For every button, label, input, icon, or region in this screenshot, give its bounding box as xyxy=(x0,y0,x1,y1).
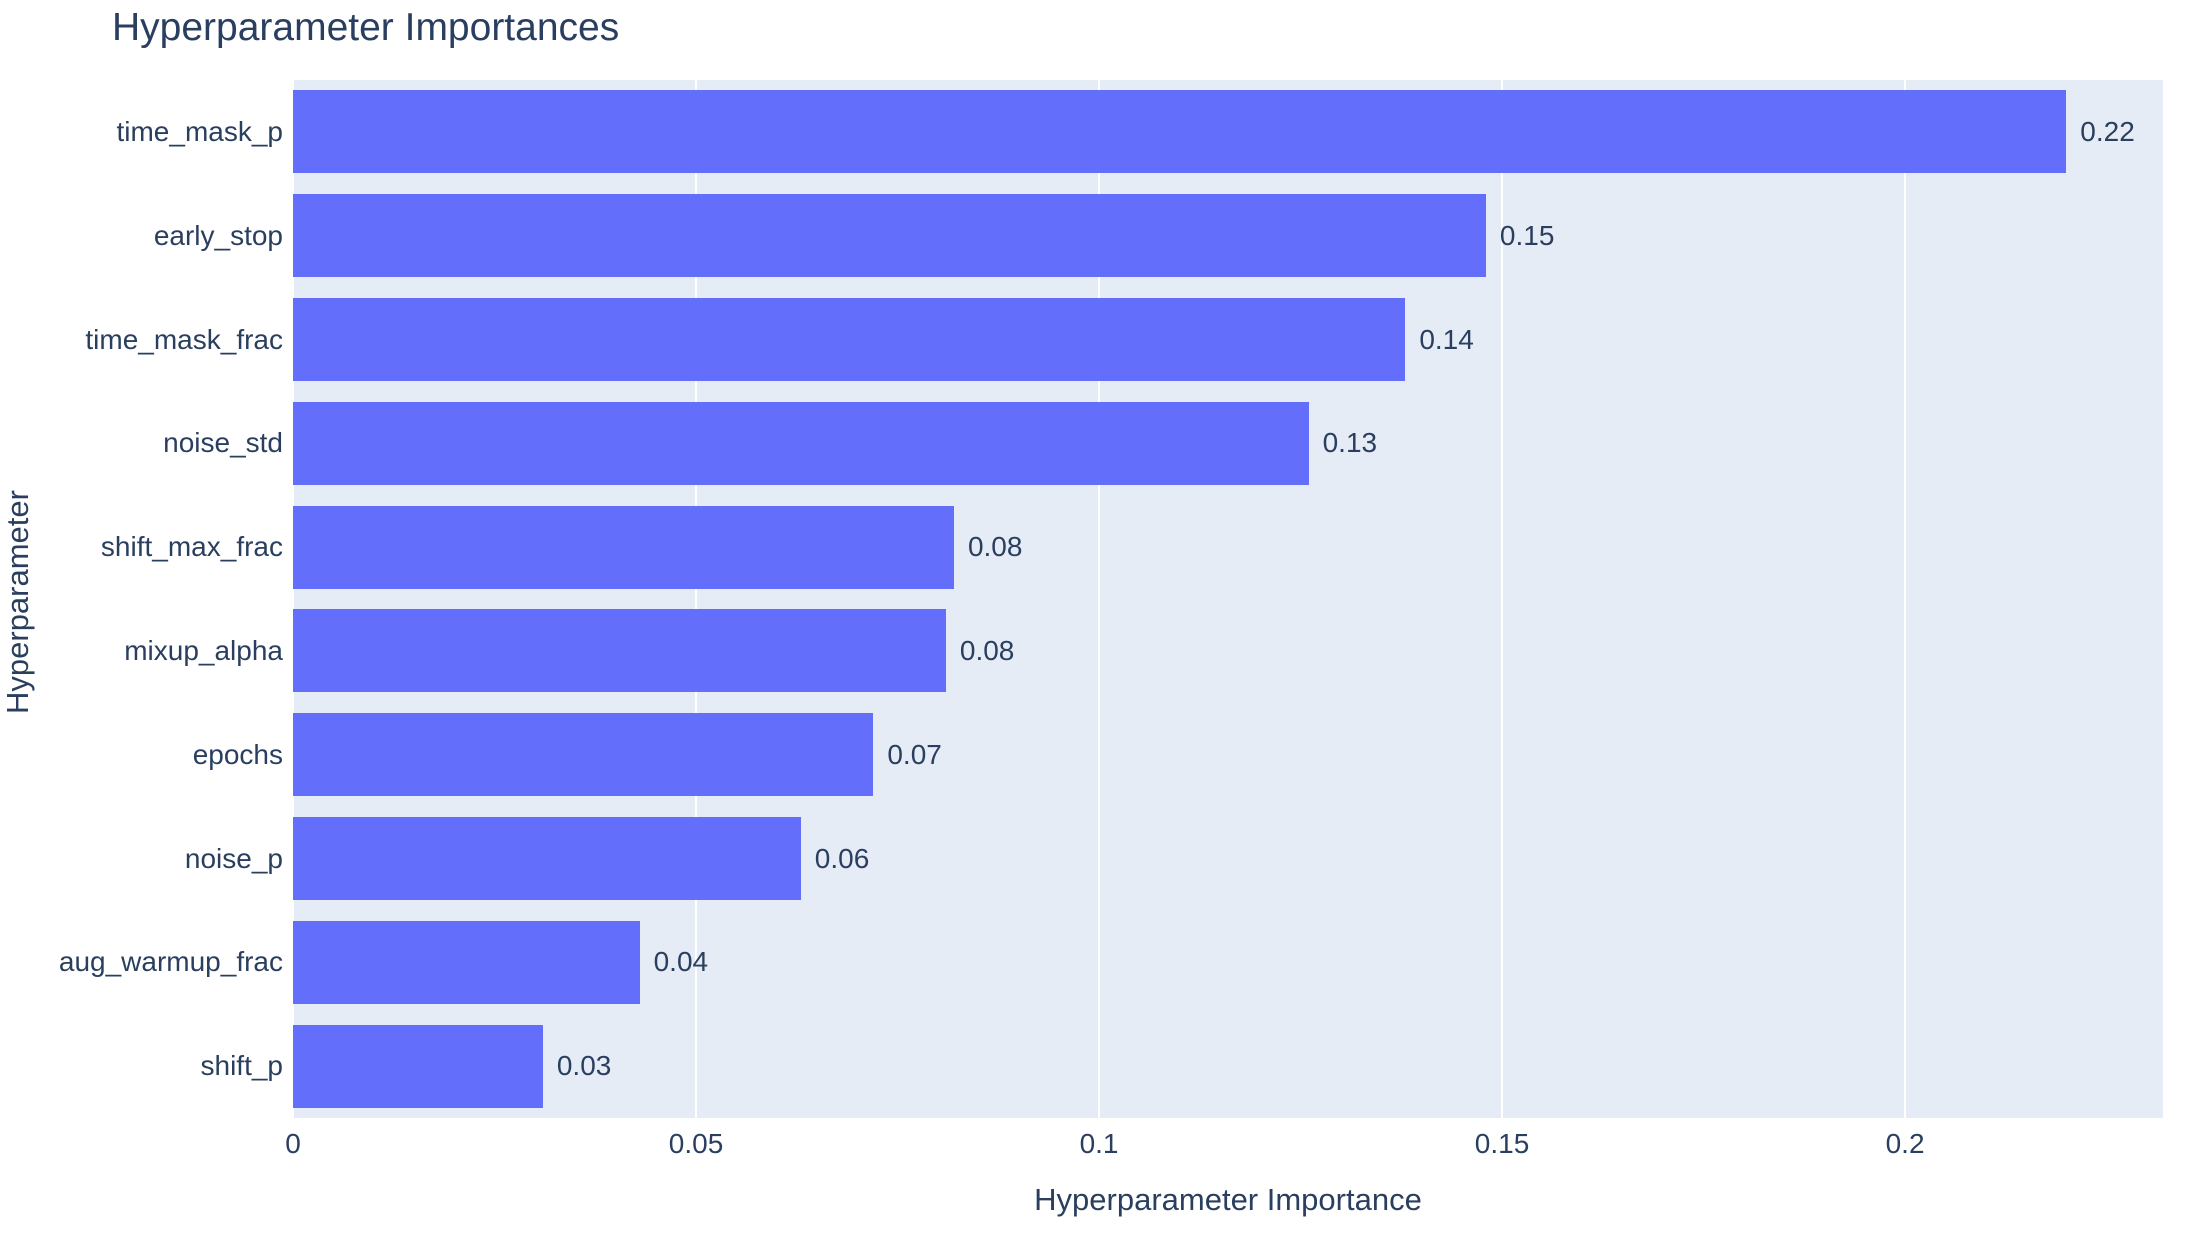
bar-epochs[interactable] xyxy=(293,713,874,797)
bar-row-time_mask_p: 0.22 xyxy=(293,90,2163,174)
bar-value-label: 0.06 xyxy=(814,842,870,874)
y-tick-label-time_mask_frac: time_mask_frac xyxy=(85,323,283,355)
y-tick-label-shift_max_frac: shift_max_frac xyxy=(100,531,283,563)
bar-row-shift_max_frac: 0.08 xyxy=(293,505,2163,589)
y-axis-title: Hyperparameter xyxy=(0,490,35,714)
y-tick-label-noise_p: noise_p xyxy=(184,842,283,874)
gridline-0.05 xyxy=(695,80,698,1118)
bar-row-early_stop: 0.15 xyxy=(293,194,2163,278)
x-tick-label-0.05: 0.05 xyxy=(668,1128,724,1159)
bar-value-label: 0.08 xyxy=(967,531,1023,563)
x-axis-title: Hyperparameter Importance xyxy=(1034,1182,1422,1217)
x-tick-label-0.1: 0.1 xyxy=(1079,1128,1119,1159)
bar-time_mask_frac[interactable] xyxy=(293,298,1406,381)
bar-value-label: 0.13 xyxy=(1322,427,1378,459)
gridline-0 xyxy=(292,80,294,1118)
bar-row-aug_warmup_frac: 0.04 xyxy=(293,920,2163,1004)
bar-value-label: 0.04 xyxy=(653,946,709,978)
bar-value-label: 0.15 xyxy=(1499,219,1555,251)
bar-noise_std[interactable] xyxy=(293,401,1309,485)
bar-value-label: 0.03 xyxy=(556,1050,612,1082)
y-tick-label-mixup_alpha: mixup_alpha xyxy=(124,634,283,666)
bar-row-noise_p: 0.06 xyxy=(293,817,2163,900)
bar-value-label: 0.22 xyxy=(2080,115,2135,147)
chart-title: Hyperparameter Importances xyxy=(112,6,620,49)
bar-value-label: 0.07 xyxy=(887,738,942,770)
y-tick-label-shift_p: shift_p xyxy=(200,1050,284,1082)
y-tick-label-early_stop: early_stop xyxy=(153,219,283,251)
bar-row-noise_std: 0.13 xyxy=(293,401,2163,485)
bar-time_mask_p[interactable] xyxy=(293,90,2067,174)
bar-shift_p[interactable] xyxy=(293,1024,543,1108)
bar-early_stop[interactable] xyxy=(293,194,1486,278)
bar-mixup_alpha[interactable] xyxy=(293,609,946,693)
gridline-0.2 xyxy=(1904,80,1907,1118)
plot-area: 0.22 0.15 0.14 0.13 0.08 0.08 0.07 0.06 0.04 0.03 xyxy=(292,80,2163,1118)
y-tick-label-epochs: epochs xyxy=(192,738,283,770)
y-tick-label-time_mask_p: time_mask_p xyxy=(116,115,283,147)
x-tick-label-0.2: 0.2 xyxy=(1885,1128,1925,1159)
bar-shift_max_frac[interactable] xyxy=(293,505,954,589)
x-tick-label-0.15: 0.15 xyxy=(1474,1128,1530,1159)
bar-row-epochs: 0.07 xyxy=(293,713,2163,797)
bar-value-label: 0.14 xyxy=(1419,323,1474,355)
bar-row-mixup_alpha: 0.08 xyxy=(293,609,2163,693)
gridline-0.1 xyxy=(1098,80,1101,1118)
bar-aug_warmup_frac[interactable] xyxy=(293,920,640,1004)
bar-value-label: 0.08 xyxy=(959,634,1015,666)
x-tick-label-0: 0 xyxy=(285,1128,301,1159)
y-tick-label-aug_warmup_frac: aug_warmup_frac xyxy=(58,946,283,978)
bar-row-shift_p: 0.03 xyxy=(293,1024,2163,1108)
bar-noise_p[interactable] xyxy=(293,817,801,900)
y-tick-label-noise_std: noise_std xyxy=(163,427,283,459)
bar-row-time_mask_frac: 0.14 xyxy=(293,298,2163,381)
gridline-0.15 xyxy=(1501,80,1504,1118)
